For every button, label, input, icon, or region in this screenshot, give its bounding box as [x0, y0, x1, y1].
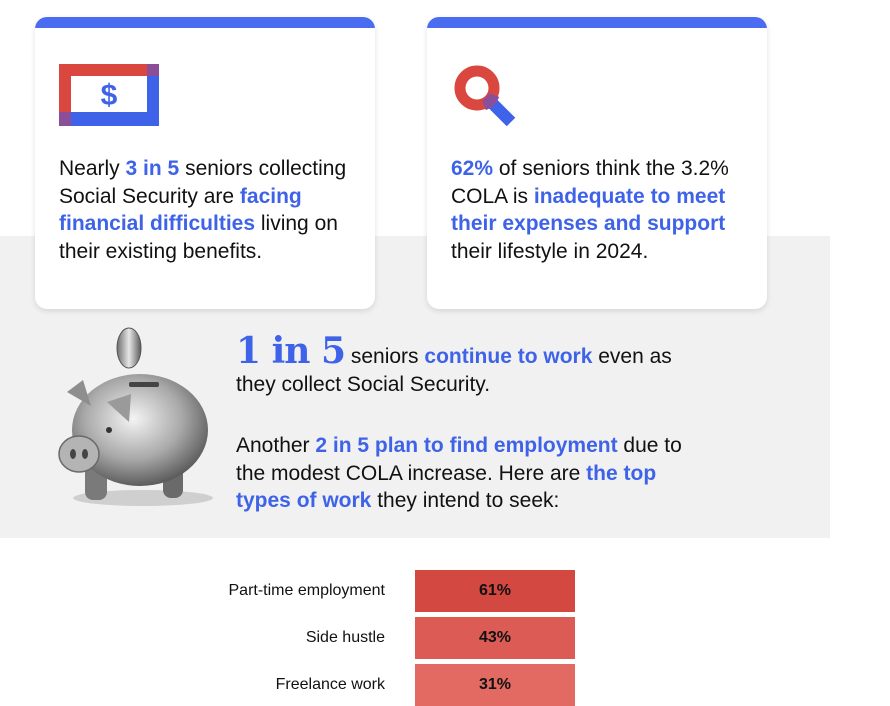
card-top-bar	[35, 17, 375, 28]
stat-card-financial-difficulties: $ Nearly 3 in 5 seniors collecting Socia…	[35, 17, 375, 309]
bar-row: Side hustle 43%	[0, 617, 890, 659]
card-top-bar	[427, 17, 767, 28]
magnifying-glass-icon	[453, 64, 519, 135]
body-text: seniors	[345, 345, 425, 368]
body-text: they intend to seek:	[371, 489, 560, 512]
body-text: even as they collect Social Security.	[236, 345, 672, 396]
body-text: Another	[236, 434, 316, 457]
bar	[415, 617, 575, 659]
body-text: seniors collecting Social Security are	[59, 157, 347, 208]
body-text: due to the modest COLA increase. Here ar…	[236, 434, 682, 485]
continue-to-work-text: 1 in 5 seniors continue to work even as …	[236, 333, 716, 398]
bar-value-label: 61%	[478, 582, 512, 599]
body-text: their lifestyle in 2024.	[451, 239, 649, 263]
big-stat: 1 in 5	[236, 330, 346, 372]
highlight-text: continue to work	[424, 345, 593, 368]
highlight-text: 3 in 5	[125, 157, 180, 180]
bar-value-label: 31%	[478, 676, 512, 693]
line1-rest: seniors continue to work even as they co…	[236, 345, 672, 396]
card-text: Nearly 3 in 5 seniors collecting Social …	[59, 155, 359, 265]
card-text: 62% of seniors think the 3.2% COLA is in…	[451, 155, 751, 265]
body-text: Nearly	[59, 157, 126, 180]
highlight-text: inadequate to meet their expenses and su…	[451, 184, 726, 236]
bar-category-label: Freelance work	[275, 676, 385, 693]
piggy-bank-illustration	[45, 322, 215, 517]
highlight-text: the top types of work	[236, 461, 657, 513]
bar	[415, 570, 575, 612]
highlight-text: 2 in 5 plan to find employment	[315, 434, 618, 457]
svg-text:$: $	[101, 79, 118, 112]
stat-card-cola-inadequate: 62% of seniors think the 3.2% COLA is in…	[427, 17, 767, 309]
bar-category-label: Part-time employment	[228, 582, 386, 599]
bar-value-label: 43%	[478, 629, 512, 646]
dollar-bill-icon: $	[59, 64, 159, 131]
body-text: of seniors think the 3.2% COLA is	[451, 157, 729, 208]
highlight-text: 62%	[451, 157, 494, 180]
plan-employment-text: Another 2 in 5 plan to find employment d…	[236, 432, 716, 515]
bar-category-label: Side hustle	[305, 629, 385, 646]
bar-row: Part-time employment 61%	[0, 570, 890, 612]
bar	[415, 664, 575, 706]
bar-row: Freelance work 31%	[0, 664, 890, 706]
body-text: living on their existing benefits.	[59, 212, 338, 263]
highlight-text: facing financial difficulties	[59, 184, 302, 236]
